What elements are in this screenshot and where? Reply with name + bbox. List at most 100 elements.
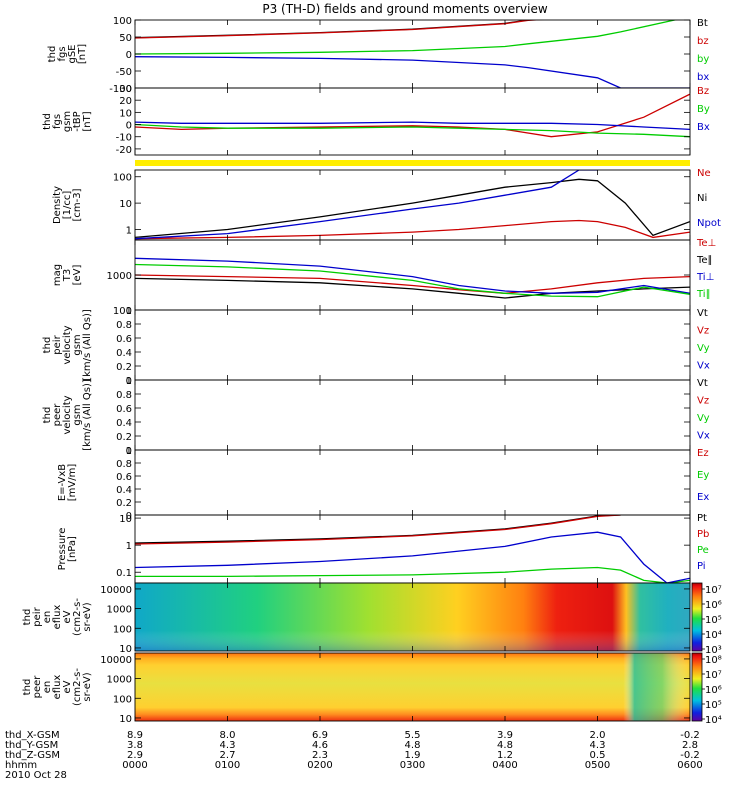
- ylabel-line: gSE: [67, 44, 78, 63]
- legend-Pt: Pt: [697, 513, 707, 524]
- ytick-label: 10000: [100, 655, 132, 666]
- ylabel-line: thd: [42, 337, 53, 354]
- legend-Ex: Ex: [697, 492, 709, 503]
- series-line-by: [135, 20, 678, 55]
- spectrogram-overlay: [135, 583, 690, 651]
- ylabel-line: eV: [62, 610, 73, 623]
- xaxis-row-value: 2.7: [220, 750, 236, 761]
- panel-efield: 1 0.8 0.6 0.4 0.2 0 E=-VxB [mV/m] Ez Ey Ex: [57, 446, 709, 522]
- spectrogram-overlay: [135, 653, 690, 721]
- ylabel-line: eflux: [52, 675, 63, 700]
- ytick-label: 10: [119, 644, 132, 655]
- ytick-label: 0.1: [116, 568, 132, 579]
- panel-temperature: 1000 100 mag T3 [eV] Te⊥ Te∥ Ti⊥ Ti∥: [52, 238, 716, 317]
- ytick-label: 0: [126, 376, 132, 387]
- xaxis-row-value: 1.9: [405, 750, 421, 761]
- legend-Vt: Vt: [697, 308, 708, 319]
- xaxis-row-value: -0.2: [680, 730, 700, 741]
- legend-Vx: Vx: [697, 361, 710, 372]
- ylabel-line: sr-eV): [82, 602, 93, 631]
- ylabel-line: gsm: [62, 111, 73, 132]
- legend-Ey: Ey: [697, 470, 709, 481]
- ytick-label: 100: [113, 306, 132, 317]
- ylabel-line: thd: [22, 609, 33, 626]
- series-line-Pb: [135, 515, 621, 545]
- ylabel-line: [nT]: [77, 44, 88, 64]
- colorbar-label: 10⁷: [705, 585, 722, 596]
- xaxis-row-value: 2.3: [312, 750, 328, 761]
- ylabel-line: (cm2-s-: [72, 668, 83, 706]
- xaxis-row-value: 4.6: [312, 740, 328, 751]
- legend-Bx: Bx: [697, 122, 710, 133]
- legend-Ti⊥: Ti⊥: [696, 272, 714, 283]
- ytick-label: 0.4: [116, 348, 132, 359]
- ytick-label: 0.6: [116, 404, 132, 415]
- xaxis-row-value: 8.9: [127, 730, 143, 741]
- ylabel-line: peir: [32, 606, 43, 626]
- legend-Vz: Vz: [697, 326, 709, 337]
- ylabel-line: eV: [62, 680, 73, 693]
- colorbar-label: 10³: [705, 645, 722, 656]
- xaxis-row-value: 0600: [677, 760, 702, 771]
- ylabel-line: thd: [22, 679, 33, 696]
- panel-frame: [134, 379, 691, 451]
- xaxis-row-value: -0.2: [680, 750, 700, 761]
- ytick-label: 100: [113, 173, 132, 184]
- legend-by: by: [697, 54, 709, 65]
- xaxis-row-value: 4.8: [405, 740, 421, 751]
- ylabel-line: thd: [47, 46, 58, 63]
- legend-Ti∥: Ti∥: [696, 289, 711, 300]
- ytick-label: 0.6: [116, 334, 132, 345]
- xaxis-row-value: 0400: [492, 760, 517, 771]
- ytick-label: 1000: [107, 675, 132, 686]
- legend-Te⊥: Te⊥: [696, 238, 716, 249]
- xaxis-row-value: 0500: [585, 760, 610, 771]
- series-line-Bx: [135, 121, 690, 131]
- ytick-label: 0.8: [116, 390, 132, 401]
- xaxis-row-value: 2.0: [590, 730, 606, 741]
- legend-Ez: Ez: [697, 448, 709, 459]
- legend-Bt: Bt: [697, 18, 708, 29]
- ytick-label: 0.2: [116, 432, 132, 443]
- panel-frame: [134, 169, 691, 241]
- legend-Pi: Pi: [697, 561, 706, 572]
- xaxis-row-value: 2.8: [682, 740, 698, 751]
- ylabel-line: [nT]: [82, 111, 93, 131]
- ylabel-line: Density: [52, 186, 63, 224]
- panel-peir_eflux: 10⁷ 10⁶ 10⁵ 10⁴ 10³ 10000 1000 100 10 thd peir en ef…: [22, 582, 722, 656]
- xaxis-row-value: 2.9: [127, 750, 143, 761]
- date-label: 2010 Oct 28: [5, 770, 67, 781]
- ylabel-line: [1/cc]: [62, 191, 73, 220]
- ylabel-line: peer: [32, 675, 43, 699]
- ylabel-line: gsm: [72, 404, 83, 425]
- ytick-label: 0: [126, 50, 132, 61]
- ylabel-line: T3: [62, 269, 73, 282]
- panel-density: 100 10 1 Density [1/cc] [cm-3] Ne Ni Npot: [52, 168, 721, 241]
- ytick-label: 0.4: [116, 485, 132, 496]
- ytick-label: 0.6: [116, 472, 132, 483]
- xaxis-row-value: 3.9: [497, 730, 513, 741]
- legend-Pe: Pe: [697, 545, 709, 556]
- ytick-label: 0: [126, 511, 132, 522]
- ylabel-line: [km/s (All Qs)]: [82, 309, 93, 381]
- ylabel-line: peir: [52, 334, 63, 354]
- xaxis-row-value: 0000: [122, 760, 147, 771]
- ytick-label: 1: [126, 376, 132, 387]
- colorbar: [691, 582, 703, 652]
- series-line-Pi: [135, 531, 690, 583]
- ylabel-line: velocity: [62, 325, 73, 364]
- xaxis-row-label: thd_Z-GSM: [5, 750, 60, 761]
- xaxis-row-value: 5.5: [405, 730, 421, 741]
- colorbar: [691, 652, 703, 722]
- xaxis-row-label: hhmm: [5, 760, 37, 771]
- ytick-label: 0.2: [116, 362, 132, 373]
- legend-Vx: Vx: [697, 431, 710, 442]
- ylabel-line: thd: [42, 407, 53, 424]
- ytick-label: 1: [126, 541, 132, 552]
- legend-Vt: Vt: [697, 378, 708, 389]
- ytick-label: 0.8: [116, 459, 132, 470]
- legend-bx: bx: [697, 72, 709, 83]
- series-line-Pe: [135, 566, 690, 583]
- ylabel-line: eflux: [52, 605, 63, 630]
